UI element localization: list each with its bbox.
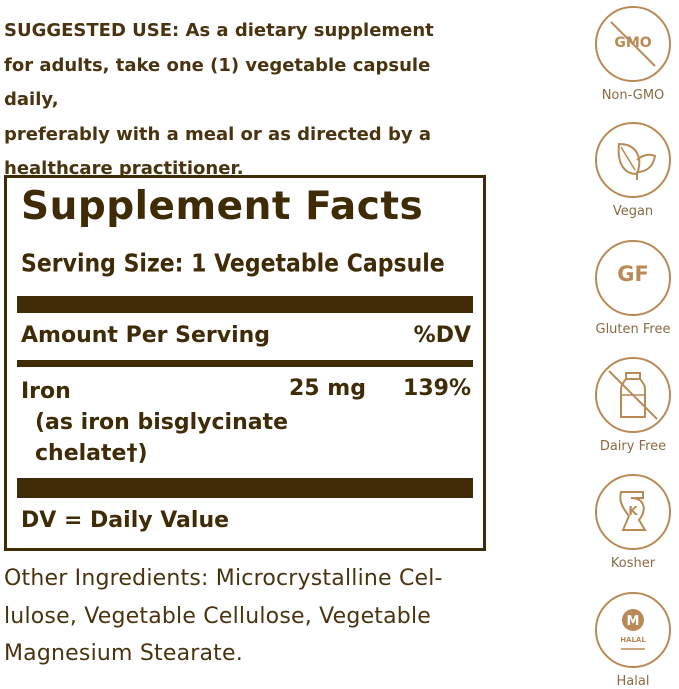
halal-seal-text: HALAL (620, 636, 646, 644)
badge-gluten-free: GF Gluten Free (592, 240, 674, 337)
badge-non-gmo: GMO Non-GMO (592, 6, 674, 103)
halal-symbol: M (627, 614, 640, 629)
facts-title: Supplement Facts (21, 184, 424, 229)
other-line-2: lulose, Vegetable Cellulose, Vegetable (4, 603, 432, 629)
thick-divider (17, 296, 473, 313)
dv-header: %DV (413, 323, 471, 348)
nutrient-detail-2: chelate†) (35, 441, 148, 466)
usage-line-3: preferably with a meal or as directed by… (4, 123, 431, 145)
kosher-icon: K (595, 474, 671, 550)
badge-vegan: Vegan (592, 122, 674, 219)
nutrient-amount: 25 mg (289, 376, 366, 401)
badge-dairy-free: Dairy Free (592, 357, 674, 454)
nutrient-iron: Iron (as iron bisglycinate chelate†) (21, 376, 288, 469)
nutrient-dv: 139% (403, 376, 471, 401)
amount-per-serving-header: Amount Per Serving (21, 323, 271, 348)
gf-symbol: GF (617, 262, 649, 286)
badge-label: Non-GMO (601, 88, 665, 103)
badge-label: Kosher (610, 556, 656, 571)
usage-heading: SUGGESTED USE: (4, 20, 180, 41)
badge-label: Vegan (612, 204, 654, 219)
badge-halal: M HALAL Halal (592, 592, 674, 689)
other-line-1: Other Ingredients: Microcrystalline Cel- (4, 566, 443, 591)
dv-note: DV = Daily Value (21, 508, 230, 533)
badge-label: Gluten Free (595, 322, 671, 337)
suggested-use: SUGGESTED USE: As a dietary supplement f… (4, 14, 464, 187)
medium-divider (17, 360, 473, 367)
dairy-free-milk-icon (595, 357, 671, 433)
nutrient-detail-1: (as iron bisglycinate (35, 410, 289, 435)
badge-label: Dairy Free (599, 439, 667, 454)
kosher-symbol: K (628, 504, 638, 518)
usage-line-2: for adults, take one (1) vegetable capsu… (4, 54, 431, 111)
usage-line-4: healthcare practitioner. (4, 158, 244, 179)
non-gmo-icon: GMO (595, 6, 671, 82)
gluten-free-icon: GF (595, 240, 671, 316)
usage-line-1: SUGGESTED USE: As a dietary supplement (4, 14, 464, 49)
serving-size: Serving Size: 1 Vegetable Capsule (21, 250, 445, 278)
thick-divider-bottom (17, 478, 473, 498)
supplement-facts-panel: Supplement Facts Serving Size: 1 Vegetab… (4, 175, 486, 551)
badge-label: Halal (616, 674, 650, 689)
badge-kosher: K Kosher (592, 474, 674, 571)
vegan-leaf-icon (595, 122, 671, 198)
other-line-3: Magnesium Stearate. (4, 641, 243, 666)
other-ingredients: Other Ingredients: Microcrystalline Cel-… (4, 560, 494, 673)
usage-text-1: As a dietary supplement (179, 20, 434, 41)
nutrient-name: Iron (21, 379, 71, 404)
halal-icon: M HALAL (595, 592, 671, 668)
